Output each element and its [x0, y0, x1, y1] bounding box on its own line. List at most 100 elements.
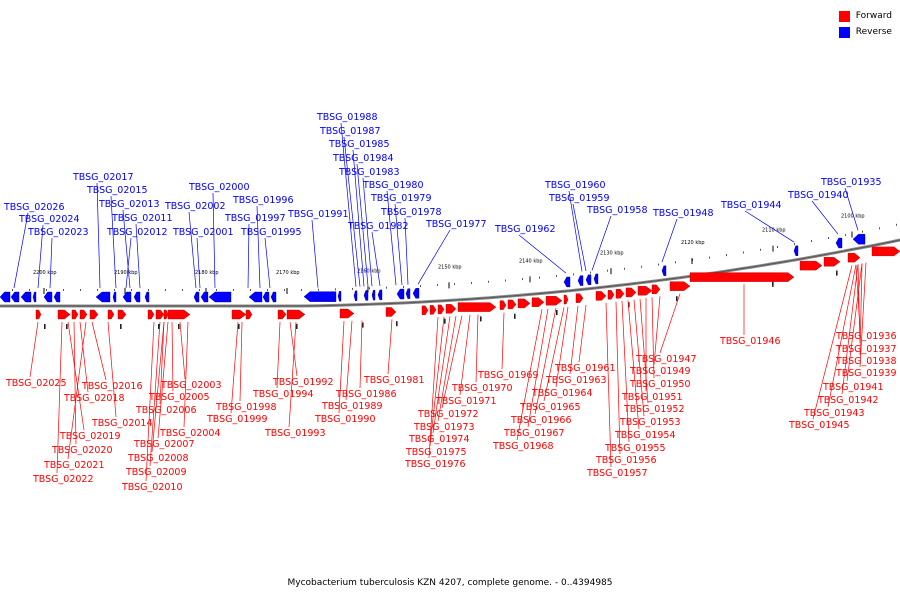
- forward-gene-label: TBSG_01971: [435, 396, 497, 407]
- reverse-gene-label: TBSG_02013: [98, 199, 160, 210]
- forward-gene-label: TBSG_02019: [59, 431, 121, 442]
- forward-gene-label: TBSG_02016: [81, 381, 143, 392]
- forward-gene-label: TBSG_02004: [159, 428, 221, 439]
- backbone-line: [0, 239, 900, 307]
- reverse-gene-leader: [125, 237, 132, 289]
- forward-gene-label: TBSG_01954: [614, 430, 676, 441]
- forward-gene-leader: [627, 300, 640, 430]
- minor-tick: [556, 275, 557, 277]
- forward-gene-leader: [621, 300, 630, 443]
- minor-tick: [505, 279, 506, 282]
- minor-tick: [199, 289, 200, 291]
- gene-arrow: [457, 302, 497, 312]
- forward-gene-leader: [437, 315, 457, 422]
- reverse-gene-label: TBSG_01940: [787, 190, 849, 201]
- minor-tick: [590, 271, 591, 274]
- gene-arrow: [835, 237, 843, 249]
- scale-tick-label: 2200 kbp: [33, 270, 57, 276]
- reverse-gene-label: TBSG_02002: [164, 201, 226, 212]
- minor-tick: [284, 289, 285, 291]
- reverse-gene-label: TBSG_02012: [106, 227, 168, 238]
- gene-arrow: [133, 291, 141, 303]
- reverse-gene-leader: [96, 182, 101, 289]
- reverse-gene-label: TBSG_01944: [720, 200, 782, 211]
- forward-gene-label: TBSG_01955: [604, 443, 666, 454]
- forward-gene-leader: [534, 307, 557, 415]
- gene-arrow: [0, 291, 11, 303]
- reverse-gene-label: TBSG_01996: [232, 195, 294, 206]
- reverse-gene-label: TBSG_01979: [370, 193, 432, 204]
- gene-arrow: [593, 273, 599, 285]
- gene-arrow: [585, 274, 592, 285]
- forward-gene-leader: [67, 321, 87, 460]
- forward-gene-leader: [639, 298, 649, 404]
- gene-arrow: [871, 246, 900, 257]
- forward-gene-label: TBSG_01965: [519, 402, 581, 413]
- reverse-gene-label: TBSG_02023: [27, 227, 89, 238]
- legend-reverse: Reverse: [838, 24, 892, 40]
- forward-gene-label: TBSG_01998: [215, 402, 277, 413]
- reverse-gene-leader: [352, 149, 365, 287]
- forward-gene-leader: [633, 299, 645, 417]
- forward-swatch: [838, 10, 850, 22]
- forward-gene-leader: [239, 321, 243, 402]
- minor-tick: [471, 282, 472, 284]
- minor-tick: [437, 284, 438, 287]
- gene-arrow: [563, 276, 571, 288]
- forward-gene-leader: [338, 321, 345, 414]
- reverse-gene-leader: [110, 195, 117, 289]
- forward-gene-leader: [441, 315, 463, 409]
- reverse-gene-label: TBSG_02015: [86, 185, 148, 196]
- forward-gene-leader: [73, 321, 77, 445]
- reverse-gene-label: TBSG_01984: [332, 153, 394, 164]
- reverse-gene-label: TBSG_01982: [347, 221, 409, 232]
- forward-gene-leader: [812, 265, 853, 420]
- minor-tick: [250, 289, 251, 291]
- forward-gene-label: TBSG_01976: [404, 459, 466, 470]
- gene-arrow: [531, 297, 545, 307]
- reverse-gene-label: TBSG_01983: [338, 167, 400, 178]
- gene-arrow: [144, 291, 150, 303]
- minor-tick: [46, 289, 47, 291]
- minor-tick: [794, 243, 795, 246]
- gene-arrow: [245, 309, 253, 320]
- forward-gene-leader: [615, 301, 621, 455]
- forward-gene-leader: [527, 308, 549, 428]
- minor-tick: [386, 286, 387, 289]
- forward-gene-leader: [79, 321, 89, 393]
- forward-gene-label: TBSG_01974: [408, 434, 470, 445]
- feature-mark: [772, 281, 774, 287]
- forward-gene-leader: [841, 264, 859, 395]
- feature-mark: [628, 302, 630, 308]
- forward-gene-leader: [149, 321, 161, 467]
- feature-mark: [120, 324, 122, 329]
- gene-arrow: [445, 304, 457, 314]
- minor-tick: [879, 227, 880, 230]
- gene-arrow: [89, 309, 99, 320]
- reverse-gene-leader: [371, 231, 381, 286]
- reverse-swatch: [838, 26, 850, 38]
- minor-tick: [862, 230, 863, 233]
- forward-gene-leader: [578, 304, 587, 363]
- minor-tick: [369, 287, 370, 290]
- minor-tick: [607, 269, 608, 272]
- feature-mark: [66, 324, 68, 329]
- minor-tick: [658, 263, 659, 266]
- reverse-gene-label: TBSG_01978: [380, 207, 442, 218]
- gene-arrow: [669, 281, 691, 291]
- reverse-gene-label: TBSG_01987: [319, 126, 381, 137]
- minor-tick: [641, 265, 642, 268]
- scale-tick-label: 2150 kbp: [438, 264, 462, 270]
- reverse-gene-label: TBSG_01935: [820, 177, 882, 188]
- forward-gene-label: TBSG_01963: [545, 375, 607, 386]
- forward-gene-leader: [659, 293, 681, 354]
- minor-tick: [777, 246, 778, 248]
- forward-gene-leader: [171, 321, 174, 392]
- forward-gene-leader: [857, 264, 861, 344]
- reverse-gene-leader: [518, 234, 567, 274]
- minor-tick: [811, 240, 812, 243]
- forward-gene-label: TBSG_01966: [510, 415, 572, 426]
- minor-tick: [216, 289, 217, 291]
- forward-gene-leader: [179, 321, 186, 380]
